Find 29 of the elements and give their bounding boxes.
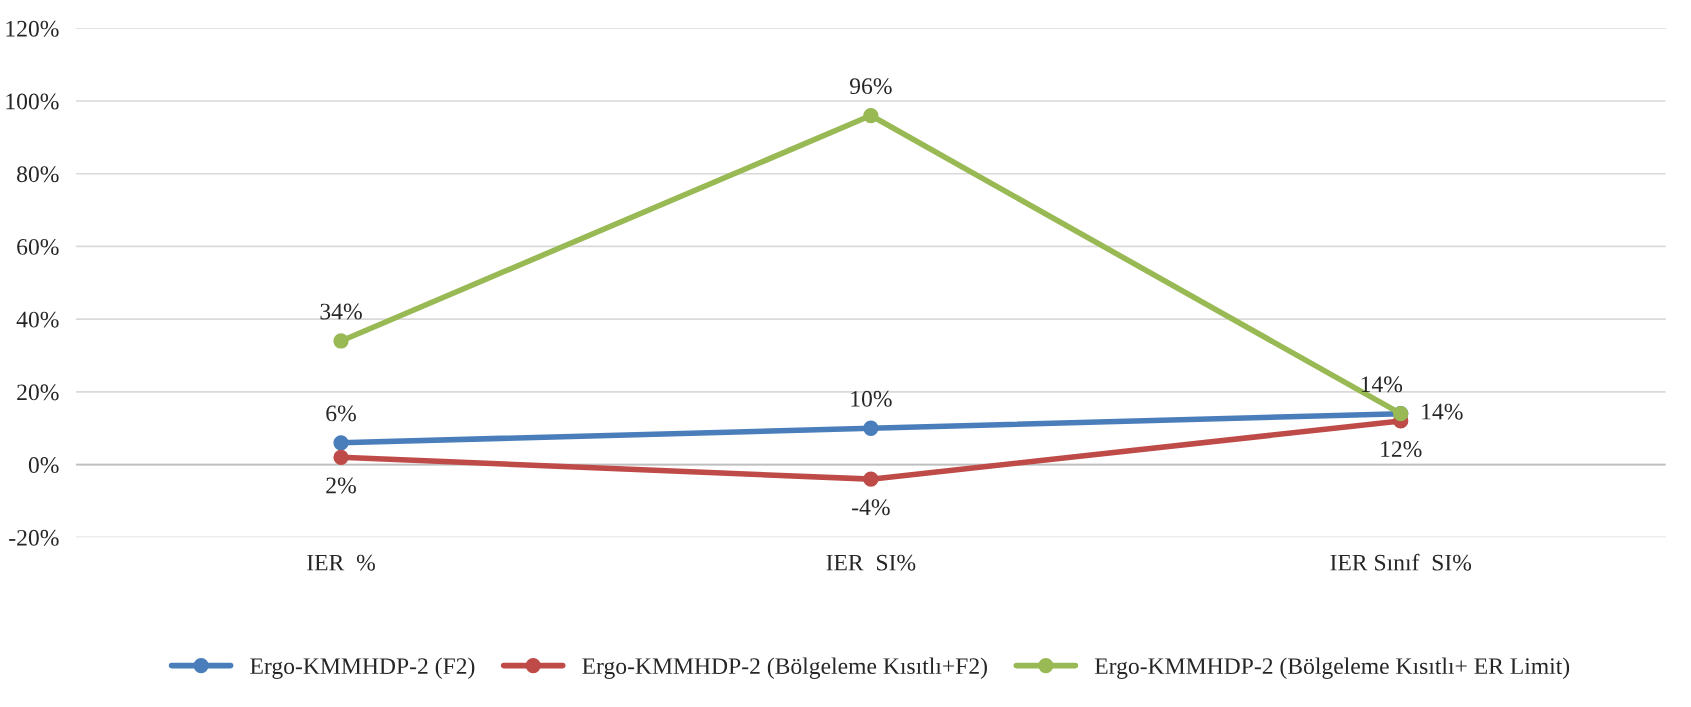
point <box>333 449 349 465</box>
data-label: 10% <box>851 390 892 407</box>
point <box>863 107 879 124</box>
data-label: -4% <box>852 499 890 516</box>
data-label: 12% <box>1381 441 1422 458</box>
data-label: 96% <box>849 78 892 95</box>
point <box>863 471 879 487</box>
y-tick-label: 60% <box>17 238 59 255</box>
point <box>863 420 879 436</box>
x-tick-label: IER % <box>307 554 375 571</box>
legend-label: Ergo-KMMHDP-2 (F2) <box>250 657 475 679</box>
y-tick-label: 80% <box>17 166 59 183</box>
x-tick-label: IER Sınıf SI% <box>1330 553 1472 571</box>
y-tick-label: 20% <box>17 384 59 401</box>
data-label: 14% <box>1422 403 1463 420</box>
y-tick-label: 40% <box>16 311 59 328</box>
data-label: 14% <box>1361 376 1403 393</box>
legend-label: Ergo-KMMHDP-2 (Bölgeleme Kısıtlı+ ER Limit) <box>1094 657 1570 679</box>
y-tick-label: 0% <box>28 457 59 474</box>
y-tick-label: 120% <box>6 20 59 37</box>
data-label: 6% <box>326 405 356 422</box>
legend-label: Ergo-KMMHDP-2 (Bölgeleme Kısıtlı+F2) <box>582 657 987 679</box>
y-tick-label: -20% <box>9 529 59 546</box>
point <box>333 435 349 451</box>
data-label: 34% <box>320 303 362 320</box>
y-tick-label: 100% <box>6 93 59 110</box>
point <box>333 333 349 349</box>
data-label: 2% <box>326 477 356 494</box>
x-tick-label: IER SI% <box>826 554 916 571</box>
